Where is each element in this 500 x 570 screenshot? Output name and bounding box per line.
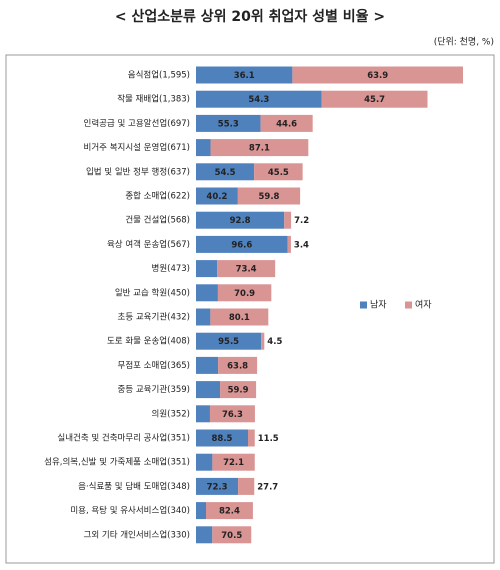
value-label: 3.4 <box>294 240 309 250</box>
value-label: 88.5 <box>212 434 233 444</box>
category-label: 입법 및 일반 정부 행정(637) <box>86 166 190 177</box>
bar-segment <box>196 235 288 253</box>
bar-segment <box>321 90 428 108</box>
category-label: 작물 재배업(1,383) <box>117 94 190 105</box>
bar-segment <box>212 526 252 544</box>
value-label: 76.3 <box>222 410 243 420</box>
value-label: 4.5 <box>267 337 282 347</box>
value-label: 82.4 <box>219 507 240 517</box>
category-label: 육상 여객 운송업(567) <box>107 239 190 250</box>
value-label: 54.5 <box>215 168 236 178</box>
category-label: 중등 교육기관(359) <box>118 384 190 395</box>
value-label: 87.1 <box>249 144 270 154</box>
value-label: 27.7 <box>257 482 278 492</box>
bar-segment <box>210 139 309 157</box>
value-label: 72.1 <box>223 458 244 468</box>
category-label: 도로 화물 운송업(408) <box>107 337 190 347</box>
value-label: 63.8 <box>227 361 248 371</box>
category-label: 일반 교습 학원(450) <box>115 287 190 298</box>
bar-segment <box>247 429 255 447</box>
bar-segment <box>196 139 211 157</box>
value-label: 40.2 <box>206 192 227 202</box>
bar-segment <box>238 477 255 495</box>
legend-label: 여자 <box>415 299 432 311</box>
bar-segment <box>196 66 293 84</box>
bar-segment <box>284 211 292 229</box>
value-label: 44.6 <box>276 119 297 129</box>
value-label: 70.5 <box>221 531 242 541</box>
bar-segment <box>196 284 218 302</box>
value-label: 59.8 <box>258 192 279 202</box>
bar-segment <box>196 187 238 205</box>
bar-segment <box>212 453 255 471</box>
value-label: 70.9 <box>234 289 255 299</box>
value-label: 54.3 <box>248 95 269 105</box>
category-label: 음·식료품 및 담배 도매업(348) <box>78 481 190 492</box>
bar-segment <box>261 332 265 350</box>
category-label: 비거주 복지시설 운영업(671) <box>84 142 190 153</box>
bar-segment <box>220 381 257 399</box>
bar-segment <box>206 502 253 520</box>
bar-segment <box>196 356 219 374</box>
value-label: 92.8 <box>230 216 251 226</box>
value-label: 63.9 <box>367 71 388 81</box>
value-label: 73.4 <box>236 265 257 275</box>
bar-segment <box>196 405 210 423</box>
category-label: 실내건축 및 건축마무리 공사업(351) <box>57 433 190 444</box>
value-label: 59.9 <box>228 386 249 396</box>
bar-segment <box>196 381 221 399</box>
bar-segment <box>196 163 255 181</box>
category-label: 종합 소매업(622) <box>125 192 190 202</box>
bar-segment <box>218 356 258 374</box>
value-label: 11.5 <box>258 434 279 444</box>
plot-frame <box>5 54 495 564</box>
category-label: 건물 건설업(568) <box>125 215 190 226</box>
value-label: 55.3 <box>218 119 239 129</box>
bar-segment <box>196 308 211 326</box>
value-label: 80.1 <box>229 313 250 323</box>
bar-segment <box>210 308 269 326</box>
bar-segment <box>260 114 313 132</box>
bar-segment <box>209 405 255 423</box>
category-label: 병원(473) <box>152 264 191 274</box>
bar-segment <box>196 502 207 520</box>
bar-segment <box>196 260 218 278</box>
bar-segment <box>196 114 261 132</box>
category-label: 초등 교육기관(432) <box>118 312 190 323</box>
legend-swatch <box>405 301 412 309</box>
category-label: 무점포 소매업(365) <box>118 360 190 371</box>
chart-subtitle: (단위: 천명, %) <box>434 37 494 48</box>
bar-segment <box>196 90 322 108</box>
value-label: 45.7 <box>364 95 385 105</box>
value-label: 45.5 <box>268 168 289 178</box>
bar-segment <box>196 477 239 495</box>
category-label: 미용, 욕탕 및 유사서비스업(340) <box>70 505 190 516</box>
value-label: 95.5 <box>218 337 239 347</box>
bar-segment <box>254 163 303 181</box>
bar-segment <box>217 260 276 278</box>
category-label: 섬유,의복,신발 및 가죽제품 소매업(351) <box>44 457 190 468</box>
bar-segment <box>237 187 301 205</box>
bar-segment <box>196 453 213 471</box>
bar-segment <box>217 284 272 302</box>
value-label: 7.2 <box>294 216 309 226</box>
bar-segment <box>292 66 463 84</box>
bar-segment <box>196 211 285 229</box>
value-label: 36.1 <box>234 71 255 81</box>
category-label: 음식점업(1,595) <box>128 70 190 81</box>
category-label: 의원(352) <box>152 408 191 419</box>
value-label: 96.6 <box>231 240 252 250</box>
chart-title: < 산업소분류 상위 20위 취업자 성별 비율 > <box>115 8 385 25</box>
value-label: 72.3 <box>207 482 228 492</box>
category-label: 그외 기타 개인서비스업(330) <box>84 529 190 540</box>
legend-swatch <box>360 301 367 309</box>
bar-segment <box>196 526 213 544</box>
bar-segment <box>196 332 262 350</box>
bar-segment <box>287 235 291 253</box>
category-label: 인력공급 및 고용알선업(697) <box>84 118 190 129</box>
bar-segment <box>196 429 248 447</box>
legend-label: 남자 <box>370 300 387 311</box>
